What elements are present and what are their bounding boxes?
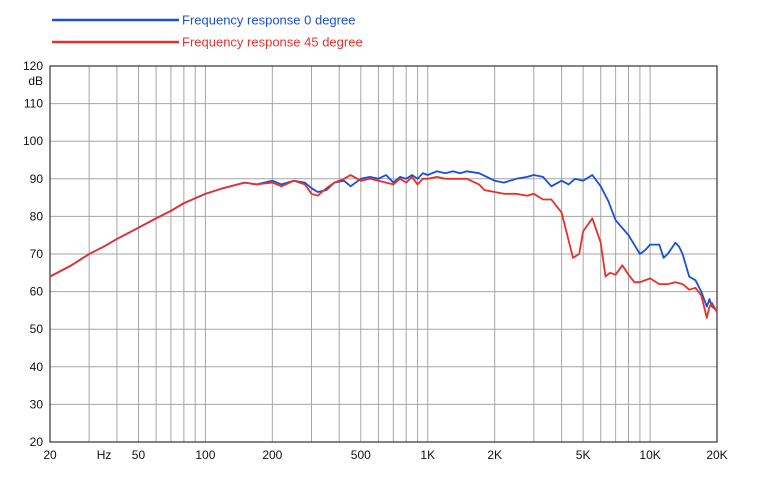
y-tick-label: 110 bbox=[24, 97, 43, 111]
y-tick-label: 120 bbox=[23, 59, 43, 73]
y-tick-label: 20 bbox=[30, 435, 44, 449]
series-lines bbox=[49, 170, 718, 319]
y-tick-label: 50 bbox=[30, 322, 44, 336]
y-tick-label: 60 bbox=[30, 285, 44, 299]
legend-label: Frequency response 0 degree bbox=[182, 13, 355, 28]
y-tick-label: 40 bbox=[30, 360, 44, 374]
x-tick-label: Hz bbox=[97, 448, 112, 462]
y-tick-label: 90 bbox=[30, 172, 44, 186]
y-tick-label: 100 bbox=[23, 134, 43, 148]
y-tick-label: 80 bbox=[30, 209, 44, 223]
x-tick-label: 2K bbox=[487, 448, 502, 462]
x-tick-label: 1K bbox=[420, 448, 435, 462]
y-tick-label: 30 bbox=[30, 397, 44, 411]
x-tick-label: 100 bbox=[195, 448, 215, 462]
series-line-45-degree bbox=[49, 174, 718, 319]
grid-lines bbox=[50, 66, 717, 442]
y-tick-label: 70 bbox=[30, 247, 44, 261]
x-tick-label: 50 bbox=[132, 448, 146, 462]
x-tick-label: 20K bbox=[706, 448, 727, 462]
x-tick-label: 20 bbox=[43, 448, 57, 462]
y-axis-unit-label: dB bbox=[28, 74, 43, 88]
x-tick-label: 10K bbox=[639, 448, 660, 462]
x-axis-tick-labels: 20 Hz 50 100 200 500 1K 2K 5K 10K 20K bbox=[43, 448, 727, 462]
legend: Frequency response 0 degree Frequency res… bbox=[52, 13, 363, 50]
y-axis-tick-labels: 20 30 40 50 60 70 80 90 100 110 120 bbox=[23, 59, 43, 449]
x-tick-label: 5K bbox=[576, 448, 591, 462]
plot-frame bbox=[49, 65, 718, 443]
x-tick-label: 500 bbox=[351, 448, 371, 462]
legend-label: Frequency response 45 degree bbox=[182, 35, 363, 50]
x-tick-label: 200 bbox=[262, 448, 282, 462]
series-line-0-degree bbox=[49, 170, 718, 312]
